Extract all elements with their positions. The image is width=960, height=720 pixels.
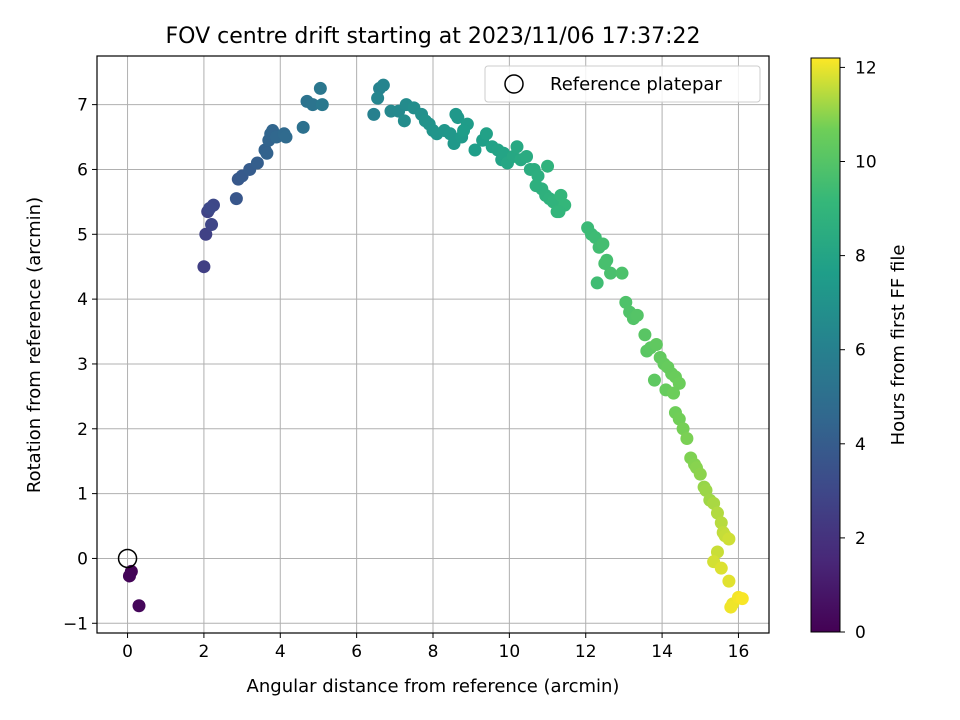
data-point <box>313 81 327 95</box>
x-tick-label: 16 <box>728 642 750 662</box>
data-point <box>132 599 146 613</box>
x-tick-label: 4 <box>275 642 286 662</box>
colorbar-tick-label: 10 <box>855 153 877 173</box>
y-tick-label: 6 <box>77 160 88 180</box>
data-point <box>649 338 663 351</box>
data-point <box>229 192 243 206</box>
y-axis-label: Rotation from reference (arcmin) <box>24 197 45 493</box>
x-axis-ticks: 0 2 4 6 8 10 12 14 16 <box>122 633 749 662</box>
data-point <box>367 107 381 121</box>
data-point <box>250 156 264 170</box>
data-point <box>638 328 652 342</box>
y-tick-label: 7 <box>77 96 88 116</box>
x-tick-label: 14 <box>651 642 673 662</box>
data-point <box>667 386 681 400</box>
data-point <box>205 218 219 232</box>
x-axis-label: Angular distance from reference (arcmin) <box>247 676 620 697</box>
data-point <box>199 227 213 241</box>
data-point <box>680 432 694 446</box>
data-point <box>714 516 728 530</box>
chart-title: FOV centre drift starting at 2023/11/06 … <box>166 24 701 49</box>
data-point <box>630 308 644 322</box>
data-point <box>279 130 293 144</box>
colorbar-tick-label: 4 <box>855 435 866 455</box>
data-point <box>296 120 310 134</box>
y-tick-label: 0 <box>77 549 88 569</box>
data-point <box>122 569 136 583</box>
x-tick-label: 2 <box>198 642 209 662</box>
colorbar-label: Hours from first FF file <box>888 245 909 446</box>
colorbar <box>810 57 841 633</box>
data-point <box>197 260 211 274</box>
data-point <box>468 143 482 157</box>
data-point <box>541 159 555 173</box>
colorbar-tick-label: 6 <box>855 341 866 361</box>
y-tick-label: 1 <box>77 485 88 505</box>
data-point <box>596 237 610 251</box>
data-point <box>376 78 390 92</box>
data-point <box>672 376 686 390</box>
data-point <box>457 124 471 138</box>
data-point <box>722 574 736 588</box>
colorbar-tick-label: 8 <box>855 247 866 267</box>
data-point <box>260 146 274 160</box>
data-point <box>735 592 749 606</box>
x-tick-label: 10 <box>499 642 521 662</box>
data-point <box>693 467 707 481</box>
plot-frame <box>96 55 770 634</box>
legend-marker-reference <box>504 74 524 94</box>
data-point <box>604 266 618 280</box>
y-tick-label: 3 <box>77 355 88 375</box>
legend-label-reference: Reference platepar <box>550 74 722 95</box>
legend: Reference platepar <box>484 65 761 103</box>
data-point <box>598 256 612 270</box>
data-point <box>510 140 524 154</box>
data-point <box>552 205 566 219</box>
y-tick-label: 2 <box>77 420 88 440</box>
colorbar-ticks: 0 2 4 6 8 10 12 <box>840 58 877 643</box>
data-point <box>203 201 217 215</box>
data-point <box>724 600 738 614</box>
data-point <box>315 98 329 112</box>
colorbar-tick-label: 12 <box>855 58 877 78</box>
x-tick-label: 12 <box>575 642 597 662</box>
data-point <box>397 114 411 128</box>
data-point <box>590 276 604 290</box>
data-point <box>722 532 736 546</box>
data-point <box>479 127 493 141</box>
grid <box>97 56 769 633</box>
legend-box <box>484 65 761 103</box>
data-point <box>449 107 463 121</box>
y-tick-label: 4 <box>77 290 88 310</box>
y-tick-label: −1 <box>63 614 88 634</box>
colorbar-tick-label: 0 <box>855 623 866 643</box>
data-point <box>531 169 545 183</box>
data-point <box>520 149 534 163</box>
data-point <box>714 561 728 575</box>
data-point <box>371 91 385 105</box>
data-point <box>647 373 661 387</box>
data-point <box>529 179 543 193</box>
x-tick-label: 6 <box>351 642 362 662</box>
x-tick-label: 8 <box>428 642 439 662</box>
data-points <box>117 78 749 614</box>
colorbar-tick-label: 2 <box>855 529 866 549</box>
data-point <box>615 266 629 280</box>
x-tick-label: 0 <box>122 642 133 662</box>
data-point <box>306 98 320 112</box>
y-tick-label: 5 <box>77 225 88 245</box>
y-axis-ticks: −1 0 1 2 3 4 5 6 7 <box>63 96 97 634</box>
reference-marker <box>117 548 138 569</box>
